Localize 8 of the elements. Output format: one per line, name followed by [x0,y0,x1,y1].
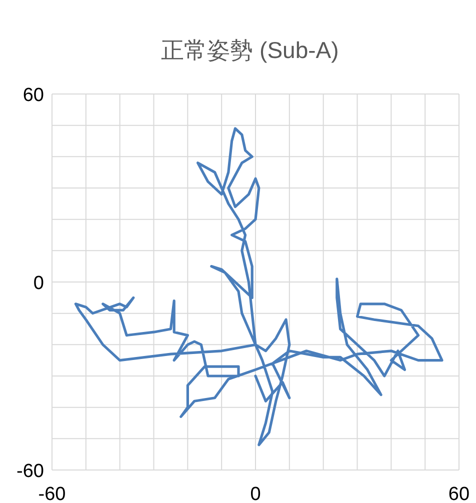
y-tick-label: 0 [33,273,44,294]
y-tick-label: 60 [22,85,44,106]
x-tick-label: 60 [448,484,470,503]
y-tick-label: -60 [16,461,44,482]
chart-title: 正常姿勢 (Sub-A) [161,37,339,63]
line-series [74,127,444,446]
x-tick-label: -60 [38,484,66,503]
x-tick-label: 0 [250,484,261,503]
